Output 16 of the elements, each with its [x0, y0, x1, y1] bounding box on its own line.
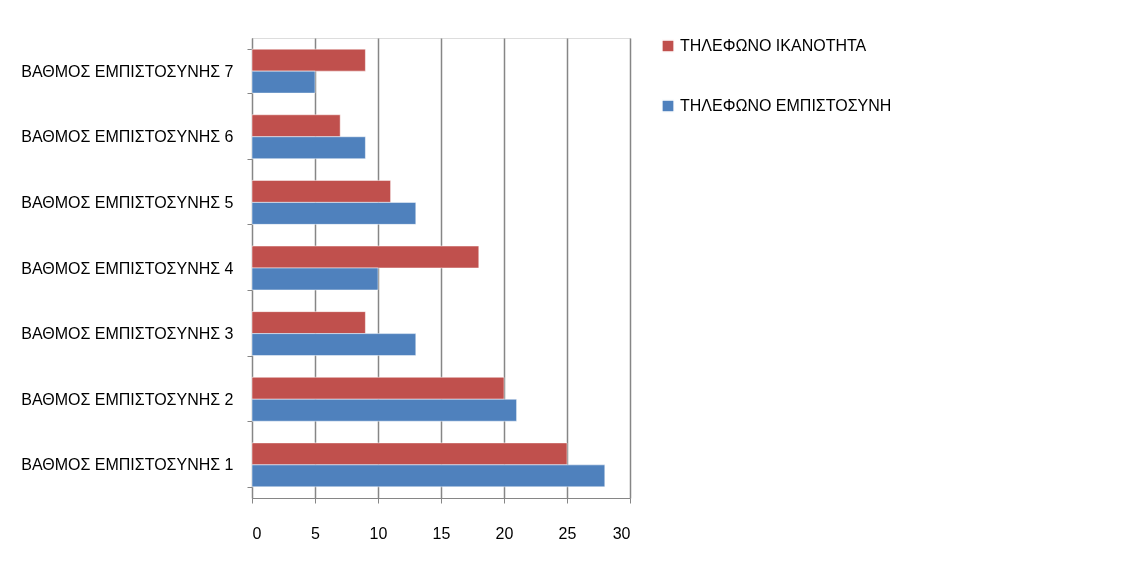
- y-tick-label: ΒΑΘΜΟΣ ΕΜΠΙΣΤΟΣΥΝΗΣ 2: [21, 390, 234, 408]
- x-tick-label: 10: [369, 524, 388, 542]
- x-tick-label: 30: [612, 524, 631, 542]
- x-tick-label: 25: [558, 524, 577, 542]
- y-tick-label: ΒΑΘΜΟΣ ΕΜΠΙΣΤΟΣΥΝΗΣ 5: [21, 193, 234, 211]
- y-tick-label: ΒΑΘΜΟΣ ΕΜΠΙΣΤΟΣΥΝΗΣ 1: [21, 456, 234, 474]
- legend-label: ΤΗΛΕΦΩΝΟ ΕΜΠΙΣΤΟΣΥΝΗ: [680, 97, 892, 114]
- y-tick-label: ΒΑΘΜΟΣ ΕΜΠΙΣΤΟΣΥΝΗΣ 6: [21, 128, 234, 146]
- legend-label: ΤΗΛΕΦΩΝΟ ΙΚΑΝΟΤΗΤΑ: [680, 37, 867, 54]
- y-tick-label: ΒΑΘΜΟΣ ΕΜΠΙΣΤΟΣΥΝΗΣ 4: [21, 259, 234, 277]
- x-tick-label: 5: [311, 524, 321, 542]
- x-tick-label: 15: [432, 524, 451, 542]
- y-tick-label: ΒΑΘΜΟΣ ΕΜΠΙΣΤΟΣΥΝΗΣ 3: [21, 325, 234, 343]
- y-tick-label: ΒΑΘΜΟΣ ΕΜΠΙΣΤΟΣΥΝΗΣ 7: [21, 62, 234, 80]
- x-tick-label: 20: [495, 524, 514, 542]
- x-tick-label: 0: [252, 524, 262, 542]
